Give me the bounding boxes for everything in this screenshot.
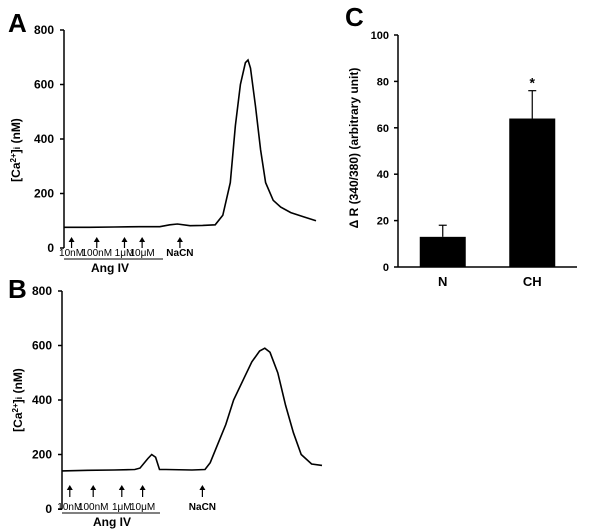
stimulus-label: NaCN bbox=[189, 502, 216, 513]
significance-asterisk: * bbox=[530, 75, 536, 91]
stimulus-arrow-head bbox=[90, 485, 97, 490]
panel-c-y-tick-label: 40 bbox=[377, 169, 389, 181]
stimulus-marker: 10nM bbox=[57, 485, 82, 513]
panel-b-letter: B bbox=[8, 274, 27, 304]
bar bbox=[419, 236, 466, 267]
panel-c-y-tick-label: 80 bbox=[377, 76, 389, 88]
stimulus-marker: 10μM bbox=[130, 237, 155, 259]
stimulus-arrow-head bbox=[66, 485, 73, 490]
panel-b-y-tick-label: 800 bbox=[32, 284, 52, 298]
panel-c-y-tick-label: 60 bbox=[377, 123, 389, 135]
stimulus-arrow-head bbox=[176, 237, 183, 242]
stimulus-arrow-head bbox=[93, 237, 100, 242]
stimulus-marker: NaCN bbox=[189, 485, 216, 513]
panel-a-y-axis-title: [Ca2+]i (nM) bbox=[9, 118, 24, 182]
panel-b-trace bbox=[61, 347, 323, 472]
stimulus-label: 100nM bbox=[81, 248, 112, 259]
panel-c-y-tick-label: 20 bbox=[377, 216, 389, 228]
stimulus-label: 1μM bbox=[112, 502, 132, 513]
panel-a-bracket: Ang IV bbox=[64, 258, 163, 275]
panel-a-y-tick-label: 600 bbox=[34, 78, 54, 92]
category-label: CH bbox=[523, 274, 542, 289]
stimulus-arrow-head bbox=[121, 237, 128, 242]
panel-c-y-tick-label: 0 bbox=[383, 262, 389, 274]
stimulus-label: 10μM bbox=[130, 502, 155, 513]
panel-a-y-tick-label: 800 bbox=[34, 23, 54, 37]
stimulus-label: 100nM bbox=[78, 502, 109, 513]
stimulus-label: 10μM bbox=[130, 248, 155, 259]
panel-b: B 0 200 400 600 800 [Ca2+]i (nM) 10nM100… bbox=[8, 274, 323, 529]
panel-a-letter: A bbox=[8, 8, 27, 38]
stimulus-arrow-head bbox=[139, 485, 146, 490]
panel-a-bracket-label: Ang IV bbox=[91, 261, 129, 275]
panel-c-letter: C bbox=[345, 2, 364, 32]
stimulus-label: 10nM bbox=[57, 502, 82, 513]
stimulus-arrow-head bbox=[139, 237, 146, 242]
stimulus-marker: 10nM bbox=[59, 237, 84, 259]
category-label: N bbox=[438, 274, 447, 289]
stimulus-label: 10nM bbox=[59, 248, 84, 259]
panel-b-y-tick-label: 400 bbox=[32, 393, 52, 407]
stimulus-arrow-head bbox=[118, 485, 125, 490]
stimulus-arrow-head bbox=[199, 485, 206, 490]
stimulus-label: 1μM bbox=[115, 248, 135, 259]
panel-a-y-tick-label: 400 bbox=[34, 132, 54, 146]
panel-a-y-tick-label: 200 bbox=[34, 187, 54, 201]
panel-b-y-axis-title: [Ca2+]i (nM) bbox=[11, 368, 26, 432]
stimulus-label: NaCN bbox=[166, 248, 193, 259]
stimulus-marker: 10μM bbox=[130, 485, 155, 513]
stimulus-marker: 100nM bbox=[78, 485, 109, 513]
panel-a-trace bbox=[64, 58, 317, 229]
stimulus-marker: 1μM bbox=[112, 485, 132, 513]
stimulus-marker: 1μM bbox=[115, 237, 135, 259]
panel-b-y-tick-label: 600 bbox=[32, 339, 52, 353]
panel-a: A 0 200 400 600 800 [Ca2+]i (nM) 10nM100… bbox=[8, 8, 317, 275]
stimulus-arrow-head bbox=[68, 237, 75, 242]
bar-group: CH * bbox=[509, 75, 556, 289]
panel-c-y-axis: 0 20 40 60 80 100 Δ R (340/380) (arbitra… bbox=[347, 30, 577, 274]
stimulus-marker: 100nM bbox=[81, 237, 112, 259]
panel-a-y-tick-label: 0 bbox=[47, 241, 54, 255]
panel-a-y-axis: 0 200 400 600 800 [Ca2+]i (nM) bbox=[9, 23, 65, 255]
panel-b-y-tick-label: 0 bbox=[45, 502, 52, 516]
bar-group: N bbox=[419, 224, 466, 289]
panel-b-y-axis: 0 200 400 600 800 [Ca2+]i (nM) bbox=[11, 284, 63, 516]
panel-b-bracket-label: Ang IV bbox=[93, 515, 131, 529]
panel-c-bars: N CH * bbox=[419, 75, 556, 289]
stimulus-marker: NaCN bbox=[166, 237, 194, 259]
panel-c-y-tick-label: 100 bbox=[371, 30, 389, 42]
panel-c-y-axis-title: Δ R (340/380) (arbitrary unit) bbox=[347, 68, 361, 229]
bar bbox=[509, 118, 556, 268]
panel-b-y-tick-label: 200 bbox=[32, 448, 52, 462]
panel-c: C 0 20 40 60 80 100 Δ R (340/380) (arbit… bbox=[345, 2, 577, 289]
panel-b-bracket: Ang IV bbox=[62, 512, 160, 529]
